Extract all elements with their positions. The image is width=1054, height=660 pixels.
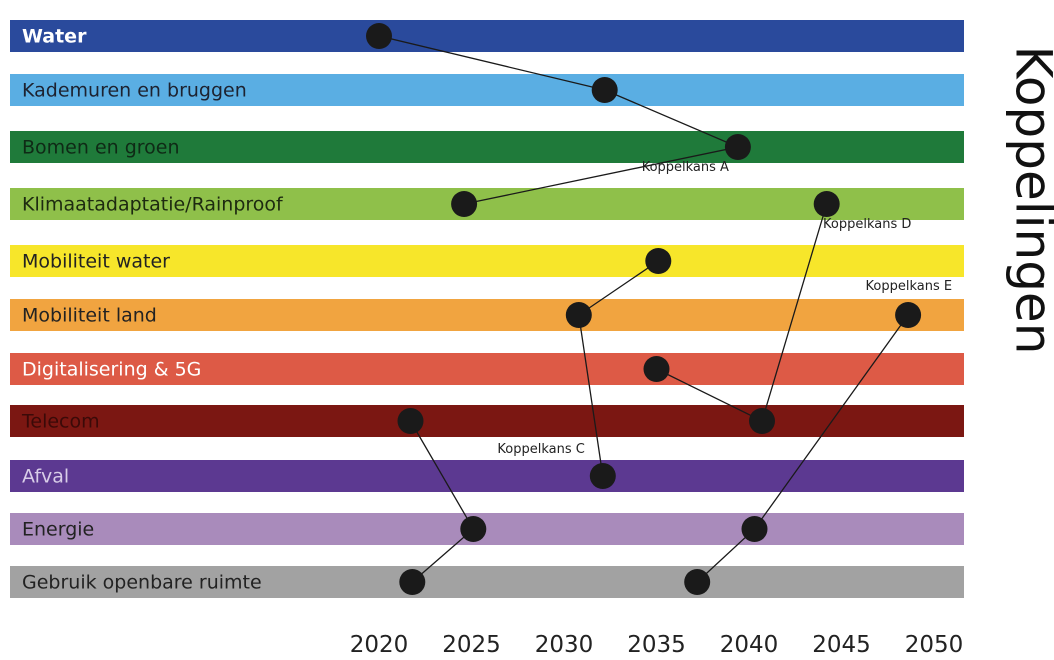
connection-line [409, 420, 475, 583]
chart-title: Koppelingen [1005, 46, 1054, 355]
x-axis: 2020 2025 2030 2035 2040 2045 2050 [350, 632, 964, 658]
data-point [451, 191, 478, 217]
x-tick-label: 2025 [442, 632, 501, 658]
category-band-bar [10, 566, 964, 598]
category-band: Telecom [10, 405, 964, 437]
data-point [589, 463, 616, 489]
category-band-bar [10, 74, 964, 106]
data-point [565, 302, 592, 328]
category-band: Mobiliteit land [10, 299, 964, 331]
category-bands: Water Kademuren en bruggen Bomen en groen K… [10, 20, 964, 598]
category-band: Mobiliteit water [10, 245, 964, 277]
data-point [749, 408, 775, 434]
category-label: Water [22, 26, 87, 48]
category-band-bar [10, 353, 964, 385]
category-label: Mobiliteit water [22, 251, 170, 273]
x-tick-label: 2035 [627, 632, 686, 658]
category-band-bar [10, 460, 964, 492]
category-band-bar [10, 513, 964, 545]
x-tick-label: 2040 [720, 632, 779, 658]
data-point [684, 569, 711, 595]
data-point [895, 302, 922, 328]
category-band-bar [10, 188, 964, 220]
category-label: Gebruik openbare ruimte [22, 572, 262, 594]
category-label: Digitalisering & 5G [22, 359, 201, 381]
data-point [591, 77, 618, 103]
x-tick-label: 2020 [350, 632, 409, 658]
data-points [366, 23, 922, 595]
category-label: Klimaatadaptatie/Rainproof [22, 194, 284, 216]
category-band: Afval [10, 460, 964, 492]
x-tick-label: 2045 [812, 632, 871, 658]
category-band: Bomen en groen [10, 131, 964, 163]
category-band-bar [10, 20, 964, 52]
category-band: Klimaatadaptatie/Rainproof [10, 188, 964, 220]
annotation-label: Koppelkans D [823, 217, 911, 232]
category-label: Mobiliteit land [22, 305, 157, 327]
data-point [645, 248, 672, 274]
connection-line [378, 35, 741, 205]
data-point [397, 408, 424, 434]
category-label: Bomen en groen [22, 137, 180, 159]
x-tick-label: 2050 [905, 632, 964, 658]
category-band: Gebruik openbare ruimte [10, 566, 964, 598]
category-label: Kademuren en bruggen [22, 80, 247, 102]
category-band: Digitalisering & 5G [10, 353, 964, 385]
category-band: Water [10, 20, 964, 52]
annotation-label: Koppelkans E [866, 279, 953, 294]
x-tick-label: 2030 [535, 632, 594, 658]
category-band-bar [10, 245, 964, 277]
annotation-label: Koppelkans C [497, 442, 584, 457]
data-point [643, 356, 670, 382]
data-point [813, 191, 840, 217]
category-band: Kademuren en bruggen [10, 74, 964, 106]
data-point [399, 569, 426, 595]
category-band: Energie [10, 513, 964, 545]
category-band-bar [10, 131, 964, 163]
annotations: Koppelkans A Koppelkans D Koppelkans E Kopp… [497, 160, 952, 457]
data-point [724, 134, 751, 160]
category-label: Afval [22, 466, 69, 488]
data-point [460, 516, 487, 542]
category-band-bar [10, 405, 964, 437]
category-label: Telecom [21, 411, 100, 433]
data-point [366, 23, 392, 49]
data-point [741, 516, 768, 542]
category-band-bar [10, 299, 964, 331]
category-label: Energie [22, 519, 94, 541]
annotation-label: Koppelkans A [642, 160, 729, 175]
